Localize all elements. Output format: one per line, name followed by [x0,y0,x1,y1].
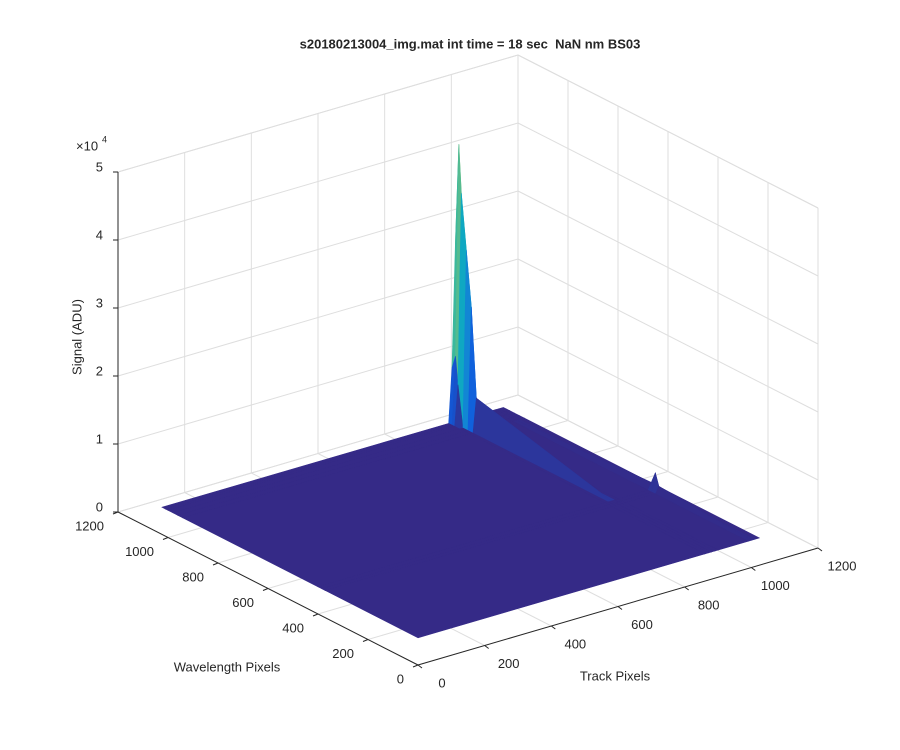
grid-line [117,122,519,241]
z-multiplier: ×10 [76,138,98,153]
y-tick-label: 0 [397,671,404,686]
z-tick-label: 0 [96,499,103,514]
x-tick [817,547,823,552]
x-axis-label: Track Pixels [580,668,651,683]
grid-line [517,258,819,413]
z-multiplier-exponent: 4 [102,134,107,144]
x-tick-label: 1200 [828,558,857,573]
x-tick-label: 1000 [761,578,790,593]
x-tick [484,645,489,649]
z-tick-label: 2 [96,363,103,378]
z-tick-label: 4 [96,227,103,242]
grid-line [517,122,819,277]
y-tick-label: 200 [332,646,354,661]
x-tick-label: 400 [564,636,586,651]
grid-line [117,258,519,377]
y-tick [312,613,319,617]
y-tick [262,588,269,591]
x-tick [684,586,689,591]
x-tick [751,567,756,571]
grid-line [117,190,519,309]
x-tick-label: 200 [498,656,520,671]
y-tick [212,562,219,566]
box-edge [517,54,819,209]
chart-title: s20180213004_img.mat int time = 18 sec N… [300,36,641,51]
grid-line [517,394,819,549]
grid-line [517,326,819,481]
x-tick-label: 0 [438,675,445,690]
x-tick [551,625,556,630]
axes: 0200400600800100012000200400600800100012… [75,159,856,690]
z-axis-label: Signal (ADU) [69,299,84,375]
y-tick-label: 1000 [125,544,154,559]
grid-line [117,326,519,445]
surface-cell [324,506,706,639]
z-tick-label: 1 [96,431,103,446]
z-tick-label: 5 [96,159,103,174]
surface [161,144,761,639]
y-tick-label: 400 [282,620,304,635]
z-tick-label: 3 [96,295,103,310]
x-tick [417,664,423,669]
y-tick-label: 1200 [75,518,104,533]
box-edge [117,54,519,173]
y-axis-label: Wavelength Pixels [174,659,281,674]
y-tick [162,537,169,540]
grid-line [517,190,819,345]
y-tick-label: 800 [182,569,204,584]
x-tick [617,606,623,610]
y-tick-label: 600 [232,595,254,610]
y-tick [412,664,419,668]
x-tick-label: 600 [631,617,653,632]
x-tick-label: 800 [698,597,720,612]
y-tick [362,639,369,642]
